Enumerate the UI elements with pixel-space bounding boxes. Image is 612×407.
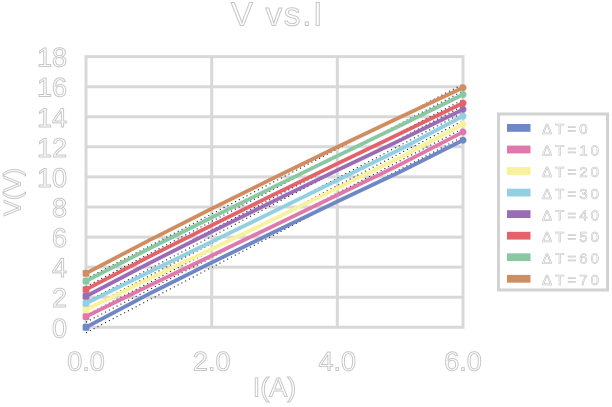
svg-text:6: 6 [52,223,67,253]
svg-text:2.0: 2.0 [193,347,231,377]
svg-text:14: 14 [37,103,67,133]
svg-text:ΔT=40: ΔT=40 [542,207,602,224]
svg-text:ΔT=30: ΔT=30 [542,186,602,203]
svg-text:16: 16 [37,73,67,103]
svg-text:12: 12 [37,133,67,163]
svg-text:0: 0 [52,313,67,343]
svg-text:ΔT=50: ΔT=50 [542,229,602,246]
svg-text:ΔT=20: ΔT=20 [542,164,602,181]
svg-text:6.0: 6.0 [444,347,482,377]
svg-text:18: 18 [37,43,67,73]
svg-text:ΔT=0: ΔT=0 [542,121,591,138]
svg-text:2: 2 [52,283,67,313]
svg-text:10: 10 [37,163,67,193]
svg-text:ΔT=70: ΔT=70 [542,272,602,289]
svg-text:ΔT=60: ΔT=60 [542,250,602,267]
svg-text:V(V): V(V) [0,168,27,216]
svg-text:4.0: 4.0 [319,347,357,377]
svg-text:V vs.I: V vs.I [231,0,324,33]
svg-text:8: 8 [52,193,67,223]
svg-text:ΔT=10: ΔT=10 [542,143,602,160]
svg-text:4: 4 [52,253,67,283]
svg-text:0.0: 0.0 [67,347,105,377]
svg-text:I(A): I(A) [253,373,297,403]
